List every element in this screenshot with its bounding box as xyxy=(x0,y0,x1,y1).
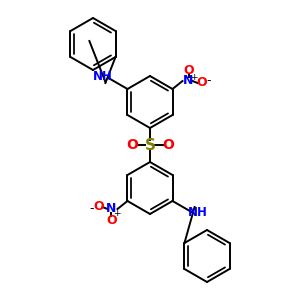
Text: +: + xyxy=(113,208,120,217)
Text: O: O xyxy=(126,138,138,152)
Text: NH: NH xyxy=(188,206,208,220)
Text: -: - xyxy=(206,74,211,88)
Text: S: S xyxy=(145,137,155,152)
Text: NH: NH xyxy=(92,70,112,83)
Text: N: N xyxy=(183,74,194,88)
Text: O: O xyxy=(196,76,207,89)
Text: N: N xyxy=(106,202,117,215)
Text: O: O xyxy=(183,64,194,76)
Text: O: O xyxy=(93,200,104,214)
Text: +: + xyxy=(190,73,197,82)
Text: O: O xyxy=(162,138,174,152)
Text: O: O xyxy=(106,214,117,226)
Text: -: - xyxy=(89,202,94,215)
